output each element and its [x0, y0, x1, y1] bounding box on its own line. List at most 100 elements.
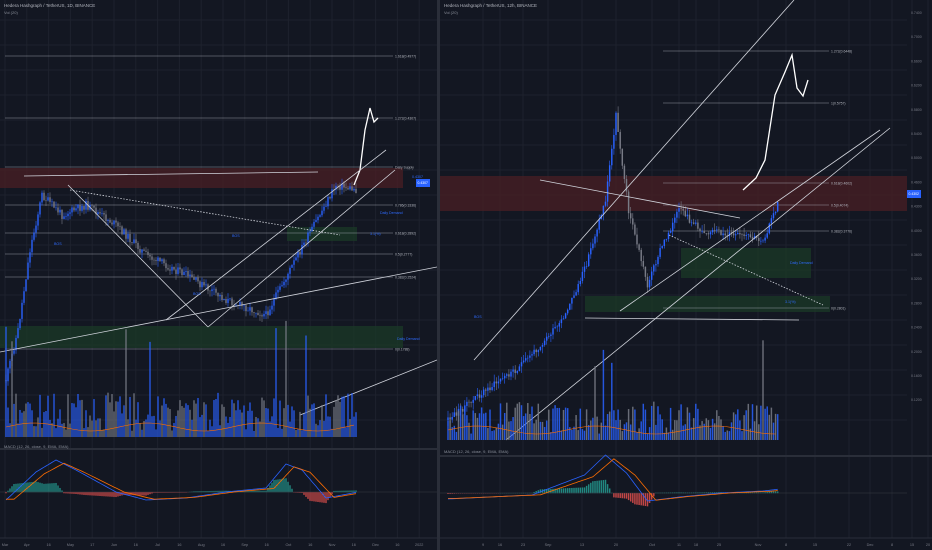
- pane-divider[interactable]: [437, 0, 440, 550]
- candle-body: [291, 264, 293, 268]
- candle-body: [63, 216, 65, 219]
- candle-body: [99, 212, 101, 214]
- volume-bar: [726, 430, 729, 440]
- candle-body: [692, 222, 695, 224]
- candle-body: [251, 307, 253, 313]
- macd-histogram-bar: [223, 490, 225, 493]
- time-axis-label: 16: [264, 543, 268, 547]
- candle-body: [267, 311, 269, 316]
- macd-histogram-bar: [345, 490, 347, 493]
- volume-bar: [235, 410, 237, 437]
- volume-bar: [281, 428, 283, 437]
- macd-histogram-bar: [185, 492, 187, 493]
- volume-bar: [585, 409, 588, 440]
- volume-bar: [604, 425, 607, 440]
- volume-bar: [259, 421, 261, 437]
- macd-signal-line: [6, 462, 357, 500]
- left-chart-pane[interactable]: 1.618(0.4977) 1.272(0.4307) Daily Supply 0.…: [0, 0, 437, 550]
- macd-histogram-bar: [79, 492, 81, 495]
- volume-bar: [661, 419, 663, 440]
- volume-bar: [560, 430, 563, 440]
- volume-bar: [169, 409, 171, 437]
- volume-bar: [225, 416, 227, 437]
- volume-bar: [289, 421, 291, 437]
- candle-body: [179, 267, 181, 270]
- left-chart-svg[interactable]: 1.618(0.4977) 1.272(0.4307) Daily Supply 0.…: [0, 0, 437, 550]
- volume-bar: [611, 362, 613, 440]
- candle-body: [105, 214, 107, 221]
- macd-histogram-bar: [305, 492, 307, 497]
- volume-bar: [770, 407, 773, 440]
- candle-body: [353, 188, 355, 191]
- candle-body: [67, 213, 69, 217]
- volume-bar: [139, 423, 141, 437]
- volume-bar: [573, 426, 575, 440]
- macd-histogram-bar: [153, 492, 155, 493]
- candle-body: [139, 248, 141, 253]
- macd-histogram-bar: [349, 490, 351, 493]
- candle-body: [269, 309, 271, 316]
- macd-histogram-bar: [287, 481, 289, 493]
- candle-body: [355, 188, 357, 194]
- fib-label: 0.382(0.3776): [831, 230, 852, 234]
- candle-body: [109, 219, 111, 223]
- macd-histogram-bar: [556, 488, 558, 494]
- volume-bar: [183, 407, 185, 437]
- volume-bar: [109, 402, 111, 437]
- candle-body: [632, 218, 634, 225]
- candle-body: [163, 259, 165, 264]
- macd-histogram-bar: [215, 490, 217, 493]
- volume-bar: [598, 433, 600, 440]
- right-chart-svg[interactable]: 1.272(0.6448) 1(0.5757) 0.618(0.4602) 0.5(0…: [440, 0, 932, 550]
- price-axis-label: 0.6200: [911, 84, 922, 88]
- candle-body: [17, 328, 19, 338]
- macd-histogram-bar: [29, 482, 31, 493]
- volume-bar: [487, 427, 489, 440]
- macd-histogram-bar: [632, 493, 634, 503]
- volume-bar: [527, 403, 529, 440]
- candle-body: [760, 240, 762, 242]
- candle-body: [552, 328, 554, 335]
- macd-histogram-bar: [625, 493, 628, 499]
- volume-bar: [193, 400, 195, 437]
- candle-body: [703, 231, 705, 234]
- candle-body: [213, 288, 215, 290]
- volume-bar: [699, 425, 701, 440]
- volume-bar: [709, 427, 712, 440]
- volume-bar: [720, 419, 722, 440]
- volume-bar: [728, 431, 731, 440]
- macd-histogram-bar: [95, 492, 97, 496]
- volume-bar: [243, 405, 245, 437]
- volume-bar: [686, 407, 689, 440]
- candle-body: [323, 206, 325, 211]
- candle-body: [608, 165, 611, 182]
- macd-histogram-bar: [39, 482, 41, 493]
- volume-bar: [249, 402, 251, 437]
- volume-ma-line: [447, 425, 776, 435]
- volume-bar: [223, 406, 225, 437]
- macd-histogram-bar: [355, 490, 357, 493]
- volume-bar: [191, 419, 193, 437]
- candle-body: [650, 271, 653, 280]
- candle-body: [657, 256, 659, 265]
- macd-histogram-bar: [5, 492, 7, 494]
- volume-bar: [195, 403, 197, 437]
- candle-body: [37, 214, 39, 226]
- volume-bar: [31, 410, 33, 437]
- time-axis-label: Dec: [372, 543, 379, 547]
- macd-histogram-bar: [151, 492, 153, 494]
- candle-body: [145, 250, 147, 252]
- candle-body: [45, 200, 47, 201]
- trend-line: [165, 149, 387, 321]
- candle-body: [217, 292, 219, 297]
- macd-histogram-bar: [65, 492, 67, 494]
- candle-body: [199, 281, 201, 288]
- candle-body: [19, 318, 21, 329]
- candle-body: [613, 134, 615, 149]
- candle-body: [686, 214, 689, 217]
- right-chart-pane[interactable]: 1.272(0.6448) 1(0.5757) 0.618(0.4602) 0.5(0…: [440, 0, 932, 550]
- volume-bar: [343, 396, 345, 437]
- candle-body: [241, 301, 243, 307]
- macd-histogram-bar: [179, 492, 181, 493]
- macd-histogram-bar: [83, 492, 85, 495]
